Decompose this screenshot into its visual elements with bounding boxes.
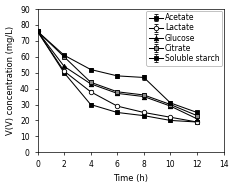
Y-axis label: V(V) concentration (mg/L): V(V) concentration (mg/L)	[6, 26, 15, 135]
X-axis label: Time (h): Time (h)	[113, 174, 148, 184]
Legend: Acetate, Lactate, Glucose, Citrate, Soluble starch: Acetate, Lactate, Glucose, Citrate, Solu…	[146, 11, 222, 66]
